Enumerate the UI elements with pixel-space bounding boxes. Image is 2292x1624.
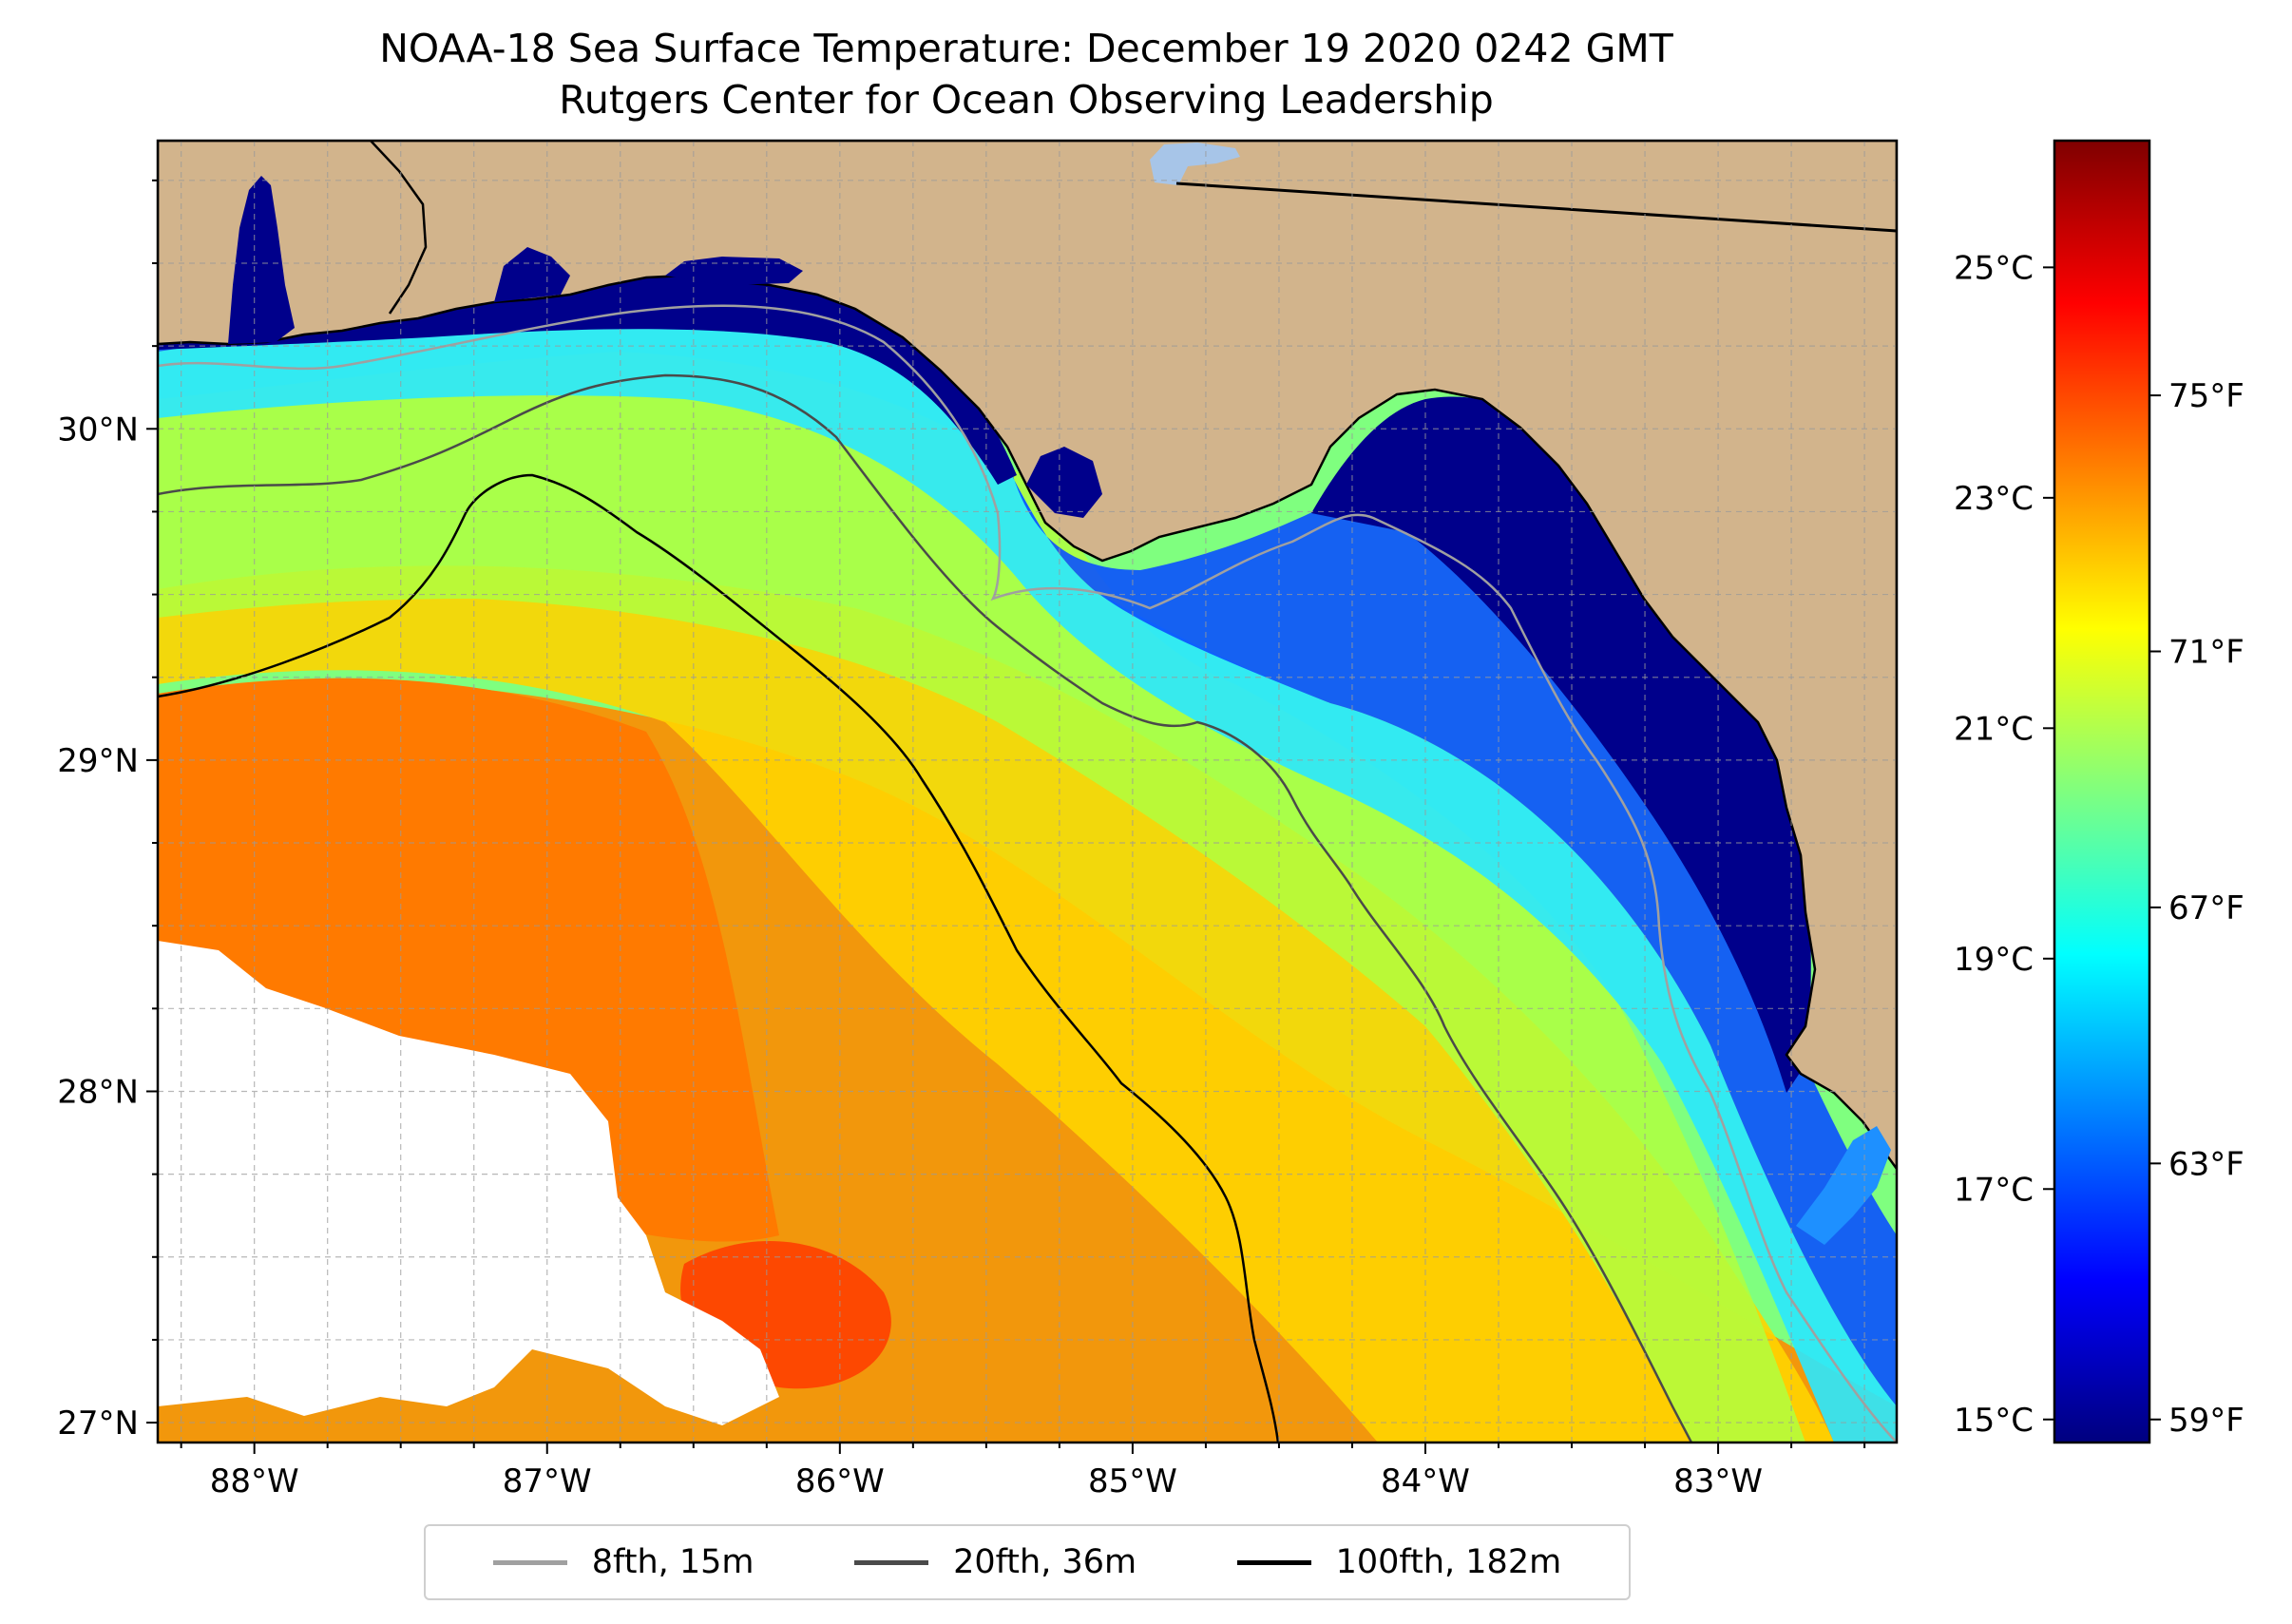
state-boundary-al-ms [370, 141, 428, 315]
chart-title: NOAA-18 Sea Surface Temperature: Decembe… [379, 26, 1673, 71]
legend-swatch-100fth [1236, 1559, 1311, 1565]
lat-tick-label: 30°N [57, 411, 139, 449]
legend-label-8fth: 8fth, 15m [591, 1543, 754, 1581]
fahrenheit-tick-label: 71°F [2168, 633, 2244, 671]
no-data-cloud-region [158, 941, 779, 1425]
lat-tick-label: 29°N [57, 742, 139, 780]
legend-item-100fth: 100fth, 182m [1236, 1543, 1562, 1581]
lon-tick-label: 85°W [1088, 1462, 1177, 1500]
isobath-legend: 8fth, 15m 20fth, 36m 100fth, 182m [424, 1524, 1631, 1600]
map-frame [156, 139, 1899, 1444]
colorbar-fahrenheit-axis: 59°F 63°F 67°F 71°F 75°F [2149, 377, 2244, 1440]
celsius-tick-label: 17°C [1954, 1171, 2034, 1209]
legend-label-20fth: 20fth, 36m [953, 1543, 1137, 1581]
fahrenheit-tick-label: 67°F [2168, 889, 2244, 927]
celsius-tick-label: 23°C [1954, 480, 2034, 518]
state-boundary [1175, 182, 1897, 233]
colorbar [2053, 139, 2151, 1444]
isobath-20fth-36m [158, 373, 1693, 1442]
legend-swatch-8fth [492, 1559, 567, 1565]
celsius-tick-label: 21°C [1954, 710, 2034, 748]
isobath-100fth-182m [158, 473, 1280, 1442]
lat-tick-label: 28°N [57, 1073, 139, 1111]
legend-item-8fth: 8fth, 15m [492, 1543, 754, 1581]
legend-swatch-20fth [854, 1559, 929, 1565]
sst-region-cyan [158, 300, 1897, 1442]
fahrenheit-tick-label: 59°F [2168, 1402, 2244, 1440]
coastal-bay-apalachicola [1026, 447, 1102, 518]
chart-subtitle: Rutgers Center for Ocean Observing Leade… [559, 77, 1494, 123]
celsius-tick-label: 19°C [1954, 941, 2034, 979]
sst-region-dark-navy [1311, 396, 1811, 1093]
colorbar-celsius-axis: 15°C 17°C 19°C 21°C 23°C 25°C [1954, 249, 2054, 1440]
longitude-axis: 88°W 87°W 86°W 85°W 84°W 83°W [180, 1442, 1866, 1500]
sst-region-green [158, 352, 1805, 1442]
fahrenheit-tick-label: 63°F [2168, 1145, 2244, 1183]
fahrenheit-tick-label: 75°F [2168, 377, 2244, 415]
legend-label-100fth: 100fth, 182m [1335, 1543, 1562, 1581]
latitude-axis: 27°N 28°N 29°N 30°N [57, 179, 158, 1442]
map-gridlines [158, 141, 1897, 1442]
celsius-tick-label: 15°C [1954, 1402, 2034, 1440]
map-area[interactable] [158, 141, 1897, 1442]
legend-item-20fth: 20fth, 36m [854, 1543, 1136, 1581]
coastal-bay-pensacola [494, 247, 570, 302]
mobile-bay [228, 176, 295, 344]
lake [1150, 143, 1240, 185]
lon-tick-label: 84°W [1381, 1462, 1470, 1500]
lon-tick-label: 86°W [795, 1462, 885, 1500]
lon-tick-label: 83°W [1673, 1462, 1763, 1500]
lon-tick-label: 87°W [503, 1462, 592, 1500]
lon-tick-label: 88°W [210, 1462, 299, 1500]
celsius-tick-label: 25°C [1954, 249, 2034, 287]
lat-tick-label: 27°N [57, 1404, 139, 1442]
tampa-bay [1796, 1126, 1891, 1245]
sst-region-yellow [158, 565, 1834, 1442]
